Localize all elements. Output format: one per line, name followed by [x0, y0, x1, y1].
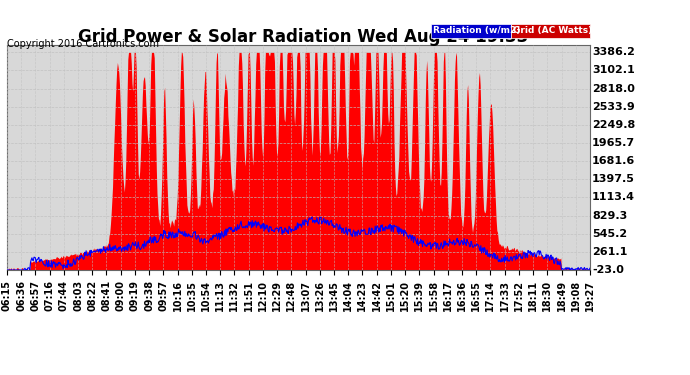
- Text: 2533.9: 2533.9: [592, 102, 635, 112]
- Text: 2818.0: 2818.0: [592, 84, 635, 93]
- Text: 1397.5: 1397.5: [592, 174, 635, 184]
- Text: Copyright 2016 Cartronics.com: Copyright 2016 Cartronics.com: [7, 39, 159, 50]
- Text: 3102.1: 3102.1: [592, 65, 635, 75]
- Text: -23.0: -23.0: [592, 265, 624, 275]
- Text: 3386.2: 3386.2: [592, 47, 635, 57]
- Text: 545.2: 545.2: [592, 229, 627, 239]
- Text: Radiation (w/m2): Radiation (w/m2): [433, 26, 521, 36]
- Text: 1965.7: 1965.7: [592, 138, 635, 148]
- Text: 261.1: 261.1: [592, 247, 627, 257]
- Text: 1113.4: 1113.4: [592, 192, 635, 202]
- Text: 829.3: 829.3: [592, 211, 627, 220]
- Text: 2249.8: 2249.8: [592, 120, 635, 130]
- Text: Grid Power & Solar Radiation Wed Aug 24 19:33: Grid Power & Solar Radiation Wed Aug 24 …: [79, 28, 529, 46]
- Text: 1681.6: 1681.6: [592, 156, 635, 166]
- Text: Grid (AC Watts): Grid (AC Watts): [513, 26, 592, 36]
